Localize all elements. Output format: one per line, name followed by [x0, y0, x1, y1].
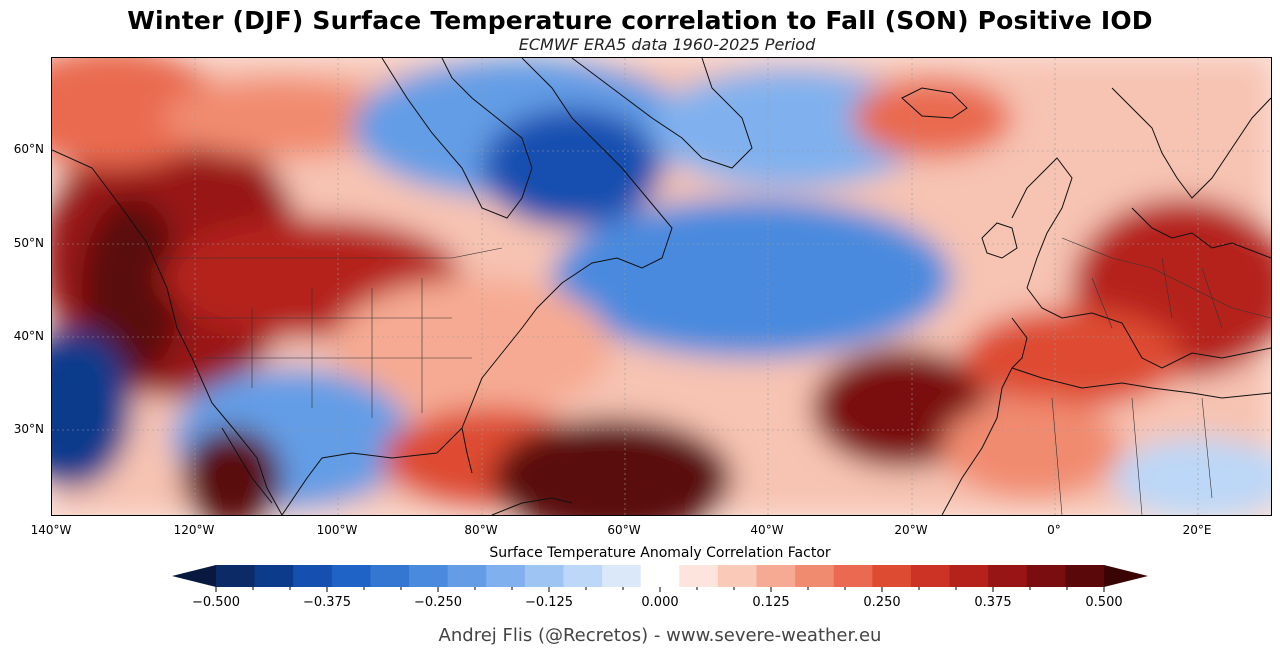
colorbar-bin — [216, 565, 256, 587]
region-north-atlantic — [552, 198, 952, 358]
colorbar-tick-label: −0.500 — [191, 595, 241, 610]
colorbar-bin — [756, 565, 796, 587]
chart-subtitle: ECMWF ERA5 data 1960-2025 Period — [518, 35, 816, 54]
region-arctic-canada — [162, 78, 402, 158]
colorbar-bin — [872, 565, 912, 587]
colorbar-tick-label: 0.125 — [752, 595, 790, 610]
lon-label-120w: 120°W — [173, 523, 215, 537]
colorbar-tick-label: −0.125 — [524, 595, 574, 610]
borders — [162, 237, 1271, 515]
region-labrador — [482, 108, 662, 228]
region-north-africa — [942, 398, 1122, 498]
region-pacific-northwest — [82, 198, 182, 378]
region-mediterranean — [962, 308, 1182, 408]
colorbar-bin — [563, 565, 603, 587]
colorbar-title: Surface Temperature Anomaly Correlation … — [489, 545, 831, 561]
anomaly-field — [52, 58, 1271, 515]
colorbar-bin — [1026, 565, 1066, 587]
colorbar-tick-label: 0.000 — [641, 595, 679, 610]
lon-label-60w: 60°W — [607, 523, 641, 537]
region-baja-california — [182, 428, 282, 515]
colorbar-bin — [795, 565, 835, 587]
colorbar-tick-label: 0.500 — [1085, 595, 1123, 610]
chart-title: Winter (DJF) Surface Temperature correla… — [127, 6, 1153, 35]
lon-label-140w: 140°W — [30, 523, 72, 537]
lon-label-20w: 20°W — [894, 523, 928, 537]
colorbar-bin — [1065, 565, 1105, 587]
credit-line: Andrej Flis (@Recretos) - www.severe-wea… — [438, 625, 882, 646]
region-caribbean — [492, 418, 732, 515]
correlation-map — [52, 58, 1271, 515]
colorbar-bin — [988, 565, 1028, 587]
colorbar-bin — [717, 565, 758, 587]
colorbar-bin — [949, 565, 989, 587]
colorbar-bin — [524, 565, 564, 587]
lon-label-20e: 20°E — [1182, 523, 1212, 537]
region-alaska — [52, 58, 222, 168]
colorbar-tick-label: −0.375 — [302, 595, 352, 610]
colorbar-bin — [679, 565, 719, 587]
lat-label-60n: 60°N — [13, 142, 44, 156]
lon-label-100w: 100°W — [316, 523, 358, 537]
lon-label-40w: 40°W — [750, 523, 784, 537]
graticule — [52, 58, 1271, 515]
colorbar-bin — [409, 565, 449, 587]
region-eastern-us — [332, 278, 612, 418]
colorbar-bin — [602, 565, 642, 587]
lat-label-40n: 40°N — [13, 329, 44, 343]
map-panel — [51, 57, 1272, 516]
region-east-pacific — [52, 328, 132, 488]
colorbar-bin — [833, 565, 873, 587]
lat-label-50n: 50°N — [13, 236, 44, 250]
lon-label-0: 0° — [1047, 523, 1061, 537]
colorbar-bin — [640, 565, 680, 587]
colorbar-extend-max — [1104, 565, 1148, 587]
lat-label-30n: 30°N — [13, 422, 44, 436]
colorbar-bin — [293, 565, 333, 587]
colorbar-bin — [486, 565, 526, 587]
region-sahara — [1112, 438, 1271, 515]
lon-label-80w: 80°W — [464, 523, 498, 537]
colorbar-tick-label: −0.250 — [413, 595, 463, 610]
colorbar-bin — [370, 565, 410, 587]
colorbar-bin — [331, 565, 371, 587]
colorbar-tick-label: 0.250 — [863, 595, 901, 610]
colorbar-tick-label: 0.375 — [974, 595, 1012, 610]
colorbar-bin — [447, 565, 487, 587]
colorbar-extend-min — [172, 565, 216, 587]
coastlines — [52, 58, 1271, 515]
region-iceland — [852, 78, 1012, 158]
colorbar-bin — [254, 565, 294, 587]
colorbar-bin — [910, 565, 951, 587]
colorbar — [172, 565, 1148, 592]
